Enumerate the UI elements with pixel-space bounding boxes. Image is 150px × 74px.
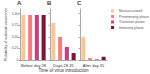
svg-text:0.50: 0.50 (12, 35, 19, 39)
svg-text:0: 0 (17, 58, 19, 62)
svg-text:Nonvaccinated: Nonvaccinated (119, 9, 142, 13)
svg-text:Before day 28: Before day 28 (21, 63, 47, 68)
svg-text:Immunity phase: Immunity phase (119, 26, 144, 30)
svg-text:Probability of outbreak occurr: Probability of outbreak occurrence (4, 8, 8, 61)
svg-text:Time of virus introduction: Time of virus introduction (38, 68, 89, 73)
svg-text:C: C (77, 0, 82, 6)
svg-text:After day 35: After day 35 (83, 63, 105, 68)
svg-text:0.25: 0.25 (12, 46, 19, 50)
svg-text:0.75: 0.75 (12, 23, 19, 27)
svg-text:Transition phase: Transition phase (119, 20, 145, 24)
svg-text:A: A (17, 0, 22, 6)
svg-text:1.00: 1.00 (12, 12, 19, 16)
svg-text:Preimmunity phase: Preimmunity phase (119, 15, 149, 19)
svg-text:Days 28-35: Days 28-35 (53, 63, 74, 68)
svg-text:B: B (47, 0, 52, 6)
